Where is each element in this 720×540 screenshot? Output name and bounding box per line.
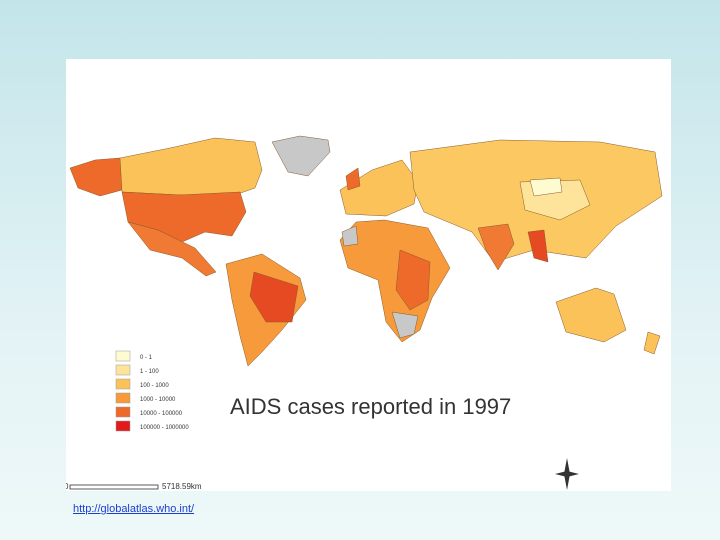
southeast-asia bbox=[527, 229, 549, 263]
legend-swatch bbox=[115, 420, 131, 432]
legend-label: 10000 - 100000 bbox=[140, 411, 183, 417]
legend-label: 1000 - 10000 bbox=[140, 397, 176, 403]
scale-bar bbox=[69, 484, 159, 490]
legend-swatch bbox=[115, 364, 131, 376]
australia bbox=[555, 287, 627, 343]
map: 0 - 1 1 - 100 100 - 1000 1000 - 10000 10000 … bbox=[66, 59, 671, 491]
greenland bbox=[271, 135, 331, 177]
legend-swatch bbox=[115, 406, 131, 418]
africa bbox=[339, 219, 451, 343]
map-title: AIDS cases reported in 1997 bbox=[230, 394, 511, 419]
continents bbox=[69, 135, 663, 367]
legend-swatch bbox=[115, 378, 131, 390]
compass bbox=[555, 458, 579, 490]
legend-label: 100000 - 1000000 bbox=[140, 425, 189, 431]
legend-swatch bbox=[115, 350, 131, 362]
source-link[interactable]: http://globalatlas.who.int/ bbox=[73, 503, 195, 515]
legend-label: 100 - 1000 bbox=[140, 383, 169, 389]
legend-label: 1 - 100 bbox=[140, 369, 159, 375]
scale-start: 0 bbox=[66, 482, 69, 491]
south-africa bbox=[391, 311, 419, 339]
scale-end: 5718.59km bbox=[162, 482, 202, 491]
brazil bbox=[249, 271, 299, 323]
mongolia bbox=[529, 177, 563, 197]
india bbox=[477, 223, 515, 271]
central-america bbox=[127, 221, 217, 277]
legend-swatch bbox=[115, 392, 131, 404]
uk bbox=[345, 167, 361, 191]
legend: 0 - 1 1 - 100 100 - 1000 1000 - 10000 10000 … bbox=[115, 350, 189, 432]
east-africa bbox=[395, 249, 431, 311]
west-sahara bbox=[341, 225, 359, 247]
legend-label: 0 - 1 bbox=[140, 355, 153, 361]
new-zealand bbox=[643, 331, 661, 355]
